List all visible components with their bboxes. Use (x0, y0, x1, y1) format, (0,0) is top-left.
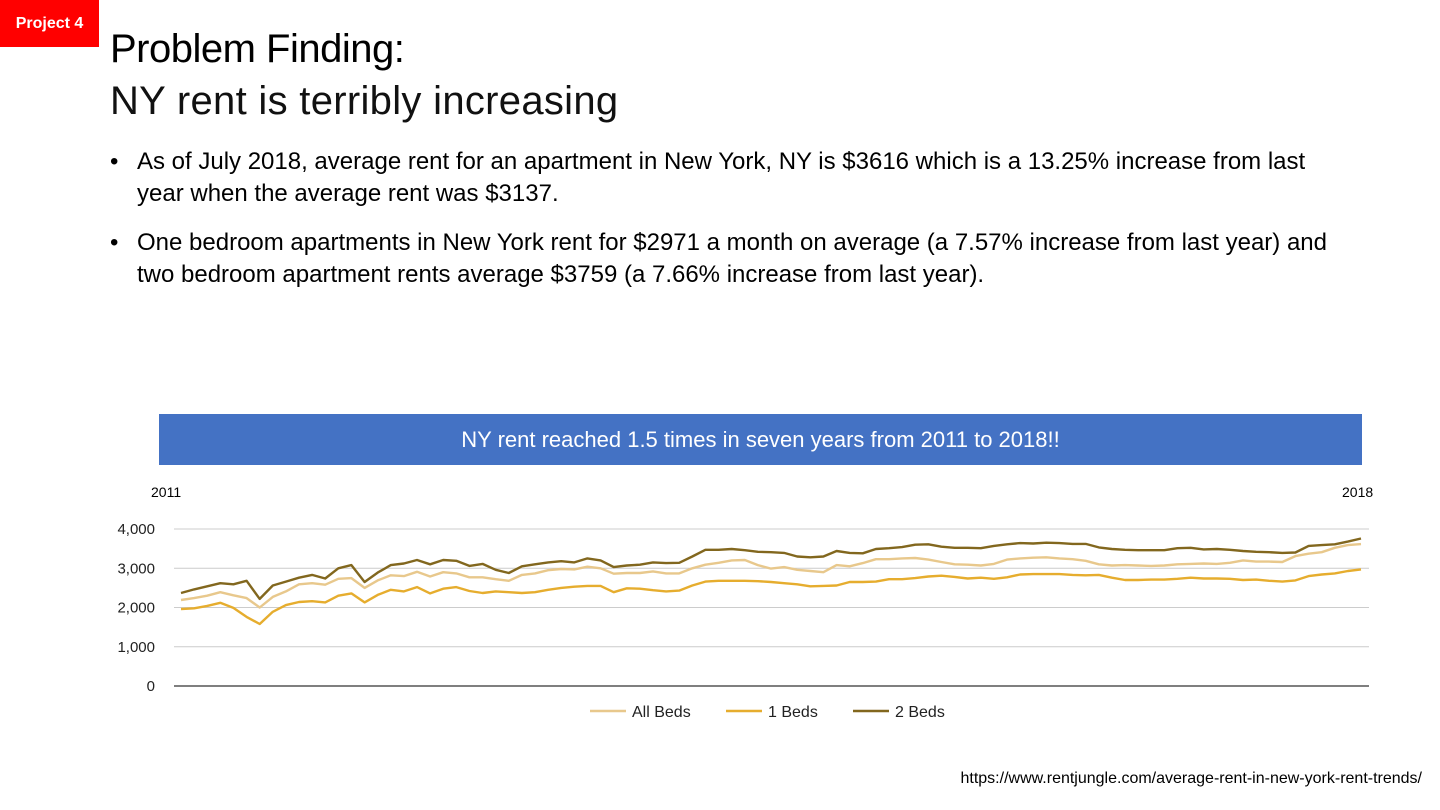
legend-label: 1 Beds (768, 704, 818, 721)
y-tick-label: 0 (147, 678, 155, 695)
y-tick-label: 4,000 (117, 521, 155, 538)
bullet-list: • As of July 2018, average rent for an ap… (110, 146, 1350, 308)
bullet-item: • One bedroom apartments in New York rent… (110, 227, 1350, 291)
y-tick-label: 3,000 (117, 560, 155, 577)
legend-label: 2 Beds (895, 704, 945, 721)
series-line-1-beds (180, 568, 1362, 626)
bullet-text: One bedroom apartments in New York rent … (137, 229, 1327, 288)
project-badge: Project 4 (0, 0, 99, 47)
legend-label: All Beds (632, 704, 691, 721)
bullet-item: • As of July 2018, average rent for an ap… (110, 146, 1350, 210)
source-link[interactable]: https://www.rentjungle.com/average-rent-… (960, 770, 1422, 787)
series-line-2-beds (180, 537, 1362, 601)
year-start-label: 2011 (151, 484, 182, 500)
series-line-all-beds (180, 542, 1362, 609)
page-title: Problem Finding: (110, 27, 405, 71)
year-end-label: 2018 (1342, 484, 1374, 500)
bullet-dot-icon: • (110, 148, 119, 175)
bullet-dot-icon: • (110, 229, 119, 256)
highlight-banner: NY rent reached 1.5 times in seven years… (159, 414, 1362, 465)
y-tick-label: 2,000 (117, 600, 155, 617)
bullet-text: As of July 2018, average rent for an apa… (137, 148, 1306, 207)
page-subtitle: NY rent is terribly increasing (110, 79, 619, 123)
y-tick-label: 1,000 (117, 639, 155, 656)
